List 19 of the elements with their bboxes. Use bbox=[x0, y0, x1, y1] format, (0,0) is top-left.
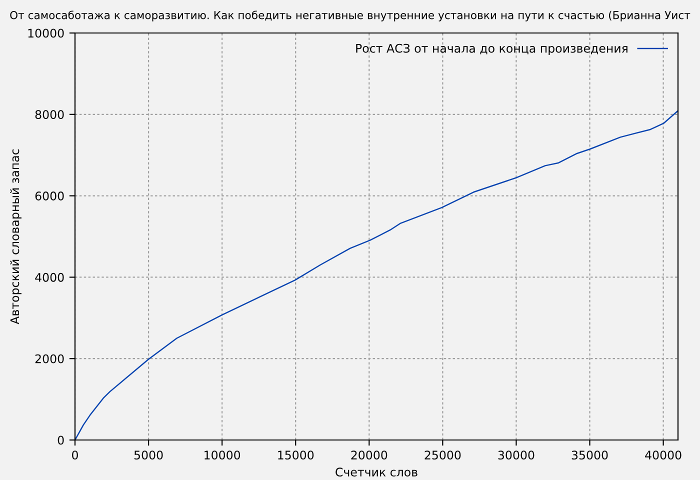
y-tick-label: 2000 bbox=[35, 354, 64, 364]
x-tick-label: 15000 bbox=[278, 450, 314, 460]
legend-label: Рост АСЗ от начала до конца произведения bbox=[356, 44, 628, 56]
y-tick-label: 8000 bbox=[35, 110, 64, 120]
x-tick-label: 30000 bbox=[498, 450, 534, 460]
x-tick-label: 35000 bbox=[572, 450, 608, 460]
x-tick-label: 25000 bbox=[424, 450, 461, 460]
y-axis-title: Авторский словарный запас bbox=[10, 149, 22, 324]
y-tick-label: 4000 bbox=[35, 272, 64, 282]
x-tick-label: 5000 bbox=[134, 450, 163, 460]
x-tick-label: 10000 bbox=[204, 450, 240, 460]
x-tick-label: 0 bbox=[72, 450, 78, 460]
x-axis-title: Счетчик слов bbox=[336, 468, 418, 477]
y-tick-label: 10000 bbox=[28, 28, 64, 38]
x-tick-label: 20000 bbox=[351, 450, 388, 460]
y-tick-label: 6000 bbox=[35, 192, 64, 200]
y-tick-label: 0 bbox=[58, 436, 64, 445]
x-tick-label: 40000 bbox=[645, 450, 682, 460]
chart-title: От самосаботажа к саморазвитию. Как победить негативные внутренние установки на пути к счастью (Брианна Уист bbox=[10, 10, 690, 22]
